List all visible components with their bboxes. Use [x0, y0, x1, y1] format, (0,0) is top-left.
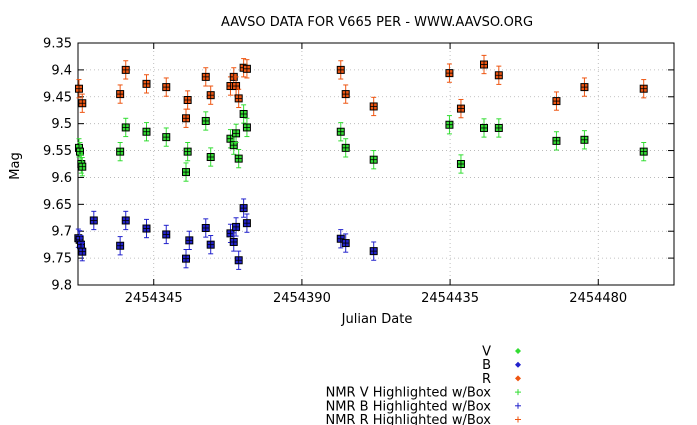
- data-point-b: [185, 230, 194, 251]
- legend-label: R: [482, 372, 491, 387]
- data-point-r: [142, 74, 151, 94]
- data-point-b: [182, 249, 191, 269]
- data-point-v: [494, 118, 503, 138]
- data-point-b: [341, 233, 350, 253]
- data-point-b: [336, 229, 345, 249]
- data-point-r: [201, 67, 210, 87]
- series-v: [74, 104, 648, 182]
- data-point-r: [234, 88, 243, 109]
- data-point-v: [369, 150, 378, 170]
- data-point-r: [121, 60, 130, 80]
- y-tick-label: 9.45: [43, 90, 72, 105]
- data-point-r: [445, 63, 454, 83]
- data-point-r: [206, 85, 215, 105]
- legend-label: NMR V Highlighted w/Box: [326, 386, 492, 401]
- y-tick-label: 9.7: [51, 225, 72, 240]
- data-point-b: [201, 218, 210, 238]
- data-point-r: [183, 90, 192, 110]
- y-tick-label: 9.65: [43, 198, 72, 213]
- legend-diamond-marker: [515, 348, 521, 354]
- data-point-v: [206, 147, 215, 167]
- y-tick-label: 9.35: [43, 37, 72, 52]
- data-point-b: [162, 224, 171, 245]
- data-point-r: [494, 65, 503, 85]
- data-point-v: [552, 131, 561, 151]
- data-point-r: [456, 98, 465, 119]
- x-tick-label: 2454390: [273, 291, 331, 306]
- legend-diamond-marker: [515, 375, 521, 382]
- data-point-v: [78, 157, 87, 177]
- y-axis-label: Mag: [8, 152, 23, 179]
- data-point-v: [336, 122, 345, 142]
- y-tick-label: 9.55: [43, 144, 72, 159]
- data-points: [74, 54, 648, 270]
- data-point-b: [78, 242, 87, 262]
- data-point-v: [182, 162, 191, 182]
- legend-diamond-marker: [515, 361, 521, 368]
- legend-label: B: [482, 358, 491, 373]
- data-point-v: [183, 141, 192, 162]
- data-point-b: [206, 235, 215, 255]
- data-point-r: [182, 108, 191, 128]
- data-point-v: [445, 115, 454, 135]
- x-tick-label: 2454345: [125, 291, 183, 306]
- data-point-v: [121, 117, 130, 138]
- legend-label: V: [482, 345, 491, 360]
- data-point-b: [232, 217, 241, 237]
- y-tick-label: 9.5: [51, 117, 72, 132]
- y-tick-label: 9.6: [51, 171, 72, 186]
- data-point-v: [201, 111, 210, 131]
- data-point-b: [239, 198, 248, 218]
- data-point-r: [580, 77, 589, 97]
- data-point-r: [78, 93, 87, 113]
- data-point-v: [116, 141, 125, 162]
- data-point-v: [456, 154, 465, 174]
- data-point-r: [336, 60, 345, 80]
- x-axis-label: Julian Date: [341, 312, 413, 327]
- x-tick-label: 2454480: [569, 291, 627, 306]
- data-point-v: [242, 117, 251, 138]
- chart-title: AAVSO DATA FOR V665 PER - WWW.AAVSO.ORG: [221, 15, 533, 30]
- data-point-v: [341, 138, 350, 158]
- data-point-b: [116, 236, 125, 256]
- data-point-v: [239, 104, 248, 124]
- axes: 9.35 9.4 9.45 9.5 9.55 9.6 9.65 9.7 9.75 9.8 24543…: [43, 37, 675, 306]
- data-point-b: [121, 210, 130, 231]
- y-tick-label: 9.8: [51, 279, 72, 294]
- legend-label: NMR B Highlighted w/Box: [326, 399, 492, 414]
- data-point-r: [74, 79, 83, 99]
- data-point-r: [242, 59, 251, 79]
- data-point-b: [369, 241, 378, 261]
- data-point-r: [369, 96, 378, 117]
- y-tick-label: 9.4: [51, 63, 72, 78]
- data-point-r: [552, 91, 561, 111]
- y-tick-label: 9.75: [43, 252, 72, 267]
- data-point-v: [580, 130, 589, 150]
- data-point-r: [116, 84, 125, 104]
- data-point-v: [142, 122, 151, 142]
- data-point-v: [162, 127, 171, 147]
- x-tick-label: 2454435: [421, 291, 479, 306]
- data-point-b: [142, 218, 151, 239]
- data-point-r: [341, 84, 350, 104]
- data-point-b: [234, 250, 243, 270]
- series-b: [74, 198, 378, 270]
- data-point-r: [639, 79, 648, 99]
- data-point-v: [232, 123, 241, 143]
- grid-lines: [78, 43, 674, 285]
- data-point-r: [162, 77, 171, 97]
- data-point-r: [480, 54, 489, 75]
- data-point-v: [639, 141, 648, 162]
- series-r: [74, 54, 648, 128]
- data-point-v: [480, 118, 489, 138]
- data-point-v: [234, 148, 243, 169]
- legend-label: NMR R Highlighted w/Box: [325, 413, 491, 425]
- data-point-b: [242, 213, 251, 233]
- data-point-b: [89, 210, 98, 231]
